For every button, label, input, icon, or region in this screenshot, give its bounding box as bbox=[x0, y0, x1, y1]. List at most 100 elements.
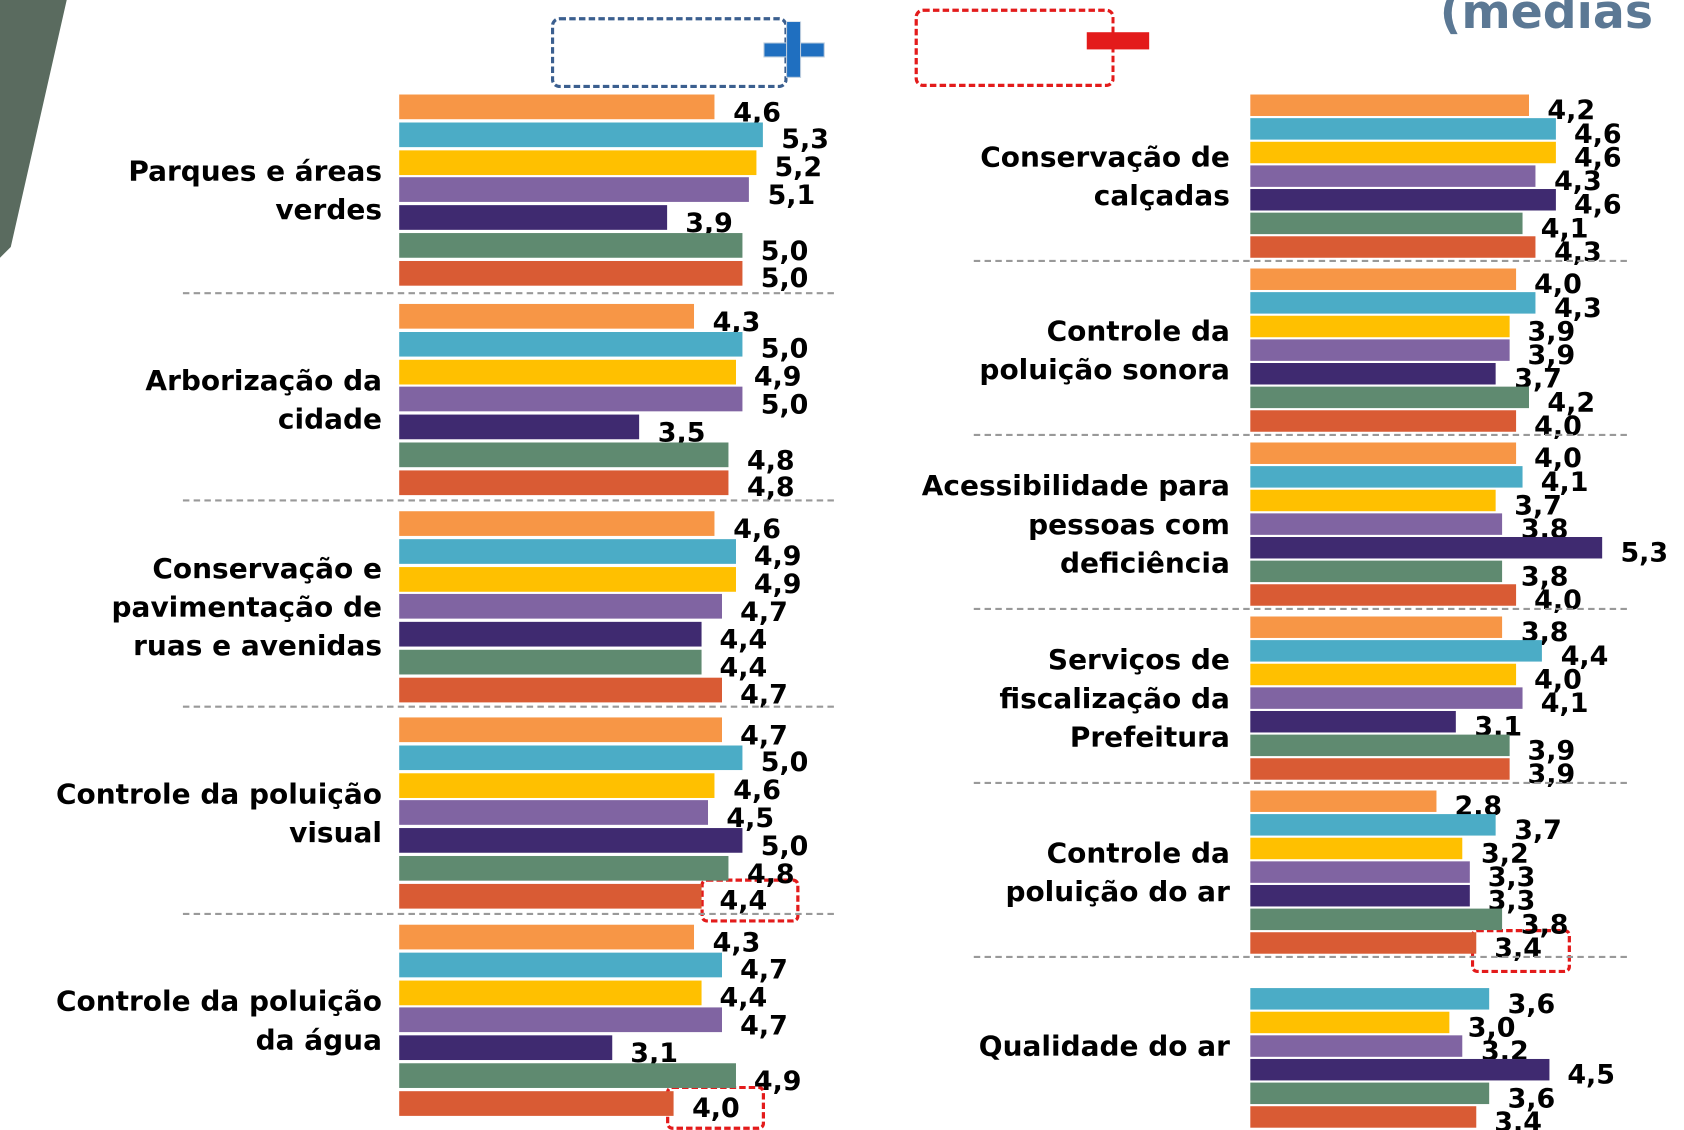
bar bbox=[1250, 584, 1516, 605]
value-label: 4,1 bbox=[1541, 689, 1589, 716]
bar bbox=[399, 387, 742, 412]
bar bbox=[1250, 735, 1509, 756]
value-label: 4,7 bbox=[740, 956, 788, 983]
bar bbox=[1250, 711, 1456, 732]
value-label: 5,0 bbox=[761, 265, 809, 292]
value-label: 4,6 bbox=[733, 98, 781, 125]
minus-icon bbox=[1085, 28, 1154, 56]
bar bbox=[1250, 292, 1535, 313]
value-label: 4,7 bbox=[740, 598, 788, 625]
value-label: 3,5 bbox=[658, 419, 706, 446]
value-label: 4,5 bbox=[726, 804, 774, 831]
bar bbox=[399, 332, 742, 357]
category-label: Controle da poluição da água bbox=[0, 983, 382, 1060]
bar bbox=[399, 122, 763, 147]
bar bbox=[399, 594, 722, 619]
plus-icon bbox=[760, 21, 829, 79]
bar bbox=[1250, 339, 1509, 360]
bar bbox=[1250, 236, 1535, 257]
category-label: Arborização da cidade bbox=[0, 362, 382, 439]
bar bbox=[399, 511, 715, 536]
category-label: Controle da poluição do ar bbox=[756, 834, 1229, 911]
bar bbox=[399, 828, 742, 853]
bar bbox=[1250, 790, 1436, 811]
value-label: 3,4 bbox=[1494, 1108, 1542, 1130]
value-label: 5,3 bbox=[1620, 539, 1668, 566]
separator bbox=[974, 608, 1627, 610]
bar bbox=[399, 261, 742, 286]
bar bbox=[1250, 640, 1542, 661]
bar bbox=[399, 415, 639, 440]
bar bbox=[1250, 165, 1535, 186]
bar bbox=[1250, 1106, 1476, 1127]
separator bbox=[183, 706, 834, 708]
bar bbox=[399, 233, 742, 258]
bar bbox=[399, 677, 722, 702]
bar bbox=[399, 745, 742, 770]
bar bbox=[1250, 513, 1502, 534]
bar bbox=[399, 1063, 735, 1088]
value-label: 4,9 bbox=[754, 1067, 802, 1094]
value-label: 5,0 bbox=[761, 391, 809, 418]
value-label: 3,1 bbox=[630, 1039, 678, 1066]
bar bbox=[1250, 95, 1529, 116]
category-label: Conservação e pavimentação de ruas e ave… bbox=[0, 550, 382, 666]
bar bbox=[1250, 1035, 1462, 1056]
value-label: 4,4 bbox=[720, 984, 768, 1011]
separator bbox=[974, 956, 1627, 958]
bar bbox=[399, 925, 694, 950]
minus-bar bbox=[1087, 32, 1149, 49]
bar bbox=[1250, 885, 1469, 906]
bar bbox=[1250, 387, 1529, 408]
value-label: 4,5 bbox=[1567, 1061, 1615, 1088]
category-label: Serviços de fiscalização da Prefeitura bbox=[756, 641, 1229, 757]
bar bbox=[399, 717, 722, 742]
bar bbox=[1250, 442, 1516, 463]
positive-box bbox=[551, 17, 788, 88]
plus-bar bbox=[787, 21, 801, 77]
bar bbox=[399, 539, 735, 564]
bar bbox=[1250, 1012, 1449, 1033]
value-label: 4,6 bbox=[733, 777, 781, 804]
bar bbox=[399, 980, 701, 1005]
bar bbox=[399, 95, 715, 120]
bar bbox=[399, 650, 701, 675]
bar bbox=[399, 801, 708, 826]
value-label: 3,9 bbox=[685, 209, 733, 236]
bar bbox=[399, 1091, 674, 1116]
bar bbox=[1250, 410, 1516, 431]
separator bbox=[183, 499, 834, 501]
separator bbox=[974, 434, 1627, 436]
bar bbox=[1250, 758, 1509, 779]
bar bbox=[399, 952, 722, 977]
title: (médias bbox=[1440, 0, 1653, 40]
bar bbox=[399, 442, 729, 467]
bar bbox=[399, 205, 667, 230]
bar bbox=[399, 150, 756, 175]
bar bbox=[1250, 269, 1516, 290]
category-label: Controle da poluição visual bbox=[0, 776, 382, 853]
bar bbox=[1250, 490, 1496, 511]
value-label: 4,3 bbox=[713, 308, 761, 335]
page: (médias Parques e áreas verdes4,65,35,25… bbox=[0, 0, 1684, 1130]
bar bbox=[1250, 838, 1462, 859]
category-label: Controle da poluição sonora bbox=[756, 313, 1229, 390]
separator bbox=[974, 260, 1627, 262]
bar bbox=[1250, 142, 1555, 163]
bar bbox=[1250, 316, 1509, 337]
bar bbox=[1250, 213, 1522, 234]
bar bbox=[1250, 466, 1522, 487]
bar bbox=[1250, 616, 1502, 637]
bar bbox=[1250, 537, 1602, 558]
category-label: Parques e áreas verdes bbox=[0, 153, 382, 230]
separator bbox=[183, 292, 834, 294]
bar bbox=[1250, 1059, 1549, 1080]
category-label: Qualidade do ar bbox=[756, 1028, 1229, 1067]
bar bbox=[1250, 189, 1555, 210]
slide: (médias Parques e áreas verdes4,65,35,25… bbox=[0, 0, 1684, 1130]
bar bbox=[1250, 363, 1496, 384]
bar bbox=[399, 470, 729, 495]
bar bbox=[399, 567, 735, 592]
separator bbox=[974, 782, 1627, 784]
corner-decoration bbox=[0, 0, 86, 279]
